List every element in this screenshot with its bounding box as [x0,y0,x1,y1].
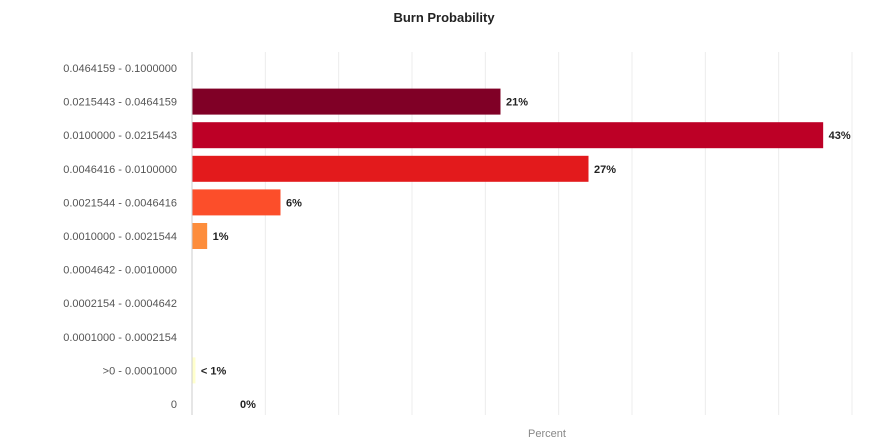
data-label: < 1% [201,365,227,377]
chart-title: Burn Probability [393,10,495,25]
category-label: 0.0100000 - 0.0215443 [63,130,177,142]
category-label: 0.0010000 - 0.0021544 [63,231,177,243]
bar[interactable] [192,88,501,115]
bar[interactable] [192,357,196,384]
data-label: 0% [240,399,256,411]
category-label: >0 - 0.0001000 [103,365,177,377]
category-label: 0.0215443 - 0.0464159 [63,97,177,109]
bar[interactable] [192,189,281,216]
category-label: 0.0004642 - 0.0010000 [63,265,177,277]
bar[interactable] [192,155,589,182]
bar[interactable] [192,122,824,149]
bar[interactable] [192,223,208,249]
category-label: 0.0464159 - 0.1000000 [63,63,177,75]
data-label: 43% [829,130,851,142]
data-label: 1% [213,231,229,243]
x-axis-label: Percent [528,428,566,440]
data-label: 21% [506,97,528,109]
category-label: 0 [171,399,177,411]
category-label: 0.0002154 - 0.0004642 [63,298,177,310]
category-label: 0.0001000 - 0.0002154 [63,332,177,344]
data-label: 27% [594,164,616,176]
category-label: 0.0046416 - 0.0100000 [63,164,177,176]
data-label: 6% [286,197,302,209]
category-label: 0.0021544 - 0.0046416 [63,197,177,209]
